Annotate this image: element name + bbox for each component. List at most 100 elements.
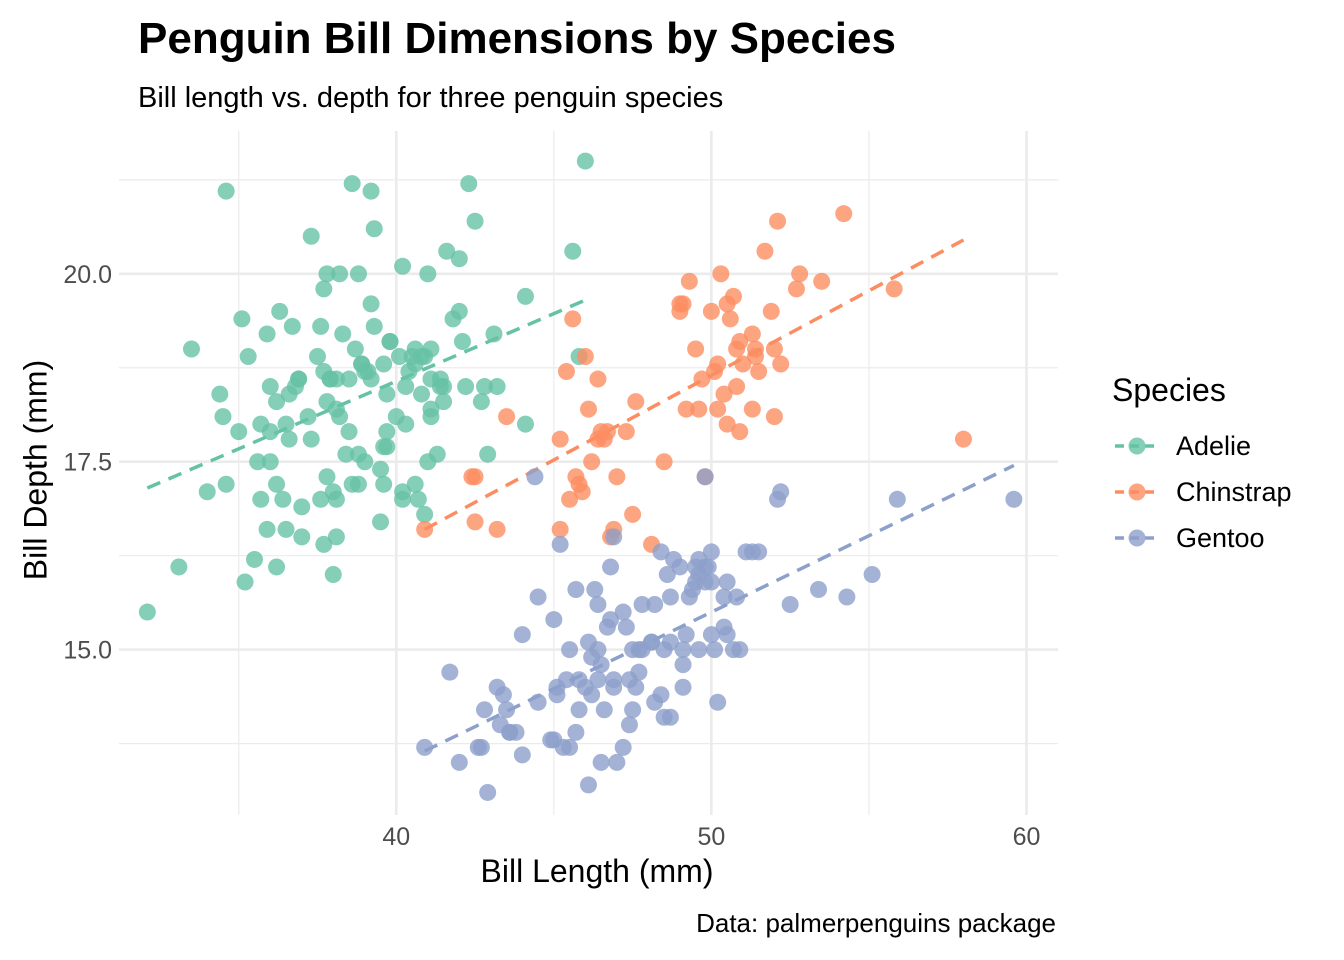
point-gentoo [529, 588, 547, 606]
point-adelie [450, 302, 468, 320]
point-gentoo [592, 753, 610, 771]
point-adelie [457, 378, 475, 396]
point-chinstrap [813, 272, 831, 290]
point-chinstrap [580, 400, 597, 418]
point-chinstrap [728, 340, 746, 358]
point-adelie [217, 182, 235, 200]
point-adelie [214, 408, 232, 426]
point-gentoo [614, 603, 632, 621]
x-tick-label: 60 [1013, 823, 1041, 851]
point-chinstrap [624, 505, 642, 523]
point-adelie [365, 317, 383, 335]
point-adelie [400, 363, 418, 381]
point-gentoo [620, 716, 638, 734]
point-adelie [293, 528, 311, 546]
point-chinstrap [715, 385, 733, 403]
point-gentoo [494, 686, 512, 704]
point-adelie [252, 490, 270, 508]
point-chinstrap [498, 408, 516, 426]
point-chinstrap [709, 355, 727, 373]
legend-items: Adelie Chinstrap Gentoo [1112, 423, 1292, 561]
point-gentoo [570, 701, 588, 719]
point-adelie [438, 242, 456, 260]
point-gentoo [888, 490, 906, 508]
y-tick-label: 17.5 [63, 449, 112, 477]
point-gentoo [674, 656, 692, 674]
legend-key-adelie [1115, 437, 1159, 455]
point-gentoo [617, 618, 635, 636]
point-chinstrap [791, 265, 809, 283]
point-chinstrap [772, 355, 790, 373]
point-gentoo [652, 543, 670, 561]
point-adelie [460, 175, 478, 193]
point-gentoo [863, 565, 881, 583]
point-adelie [309, 347, 327, 365]
point-adelie [280, 385, 298, 403]
legend-title: Species [1112, 372, 1226, 408]
point-chinstrap [690, 400, 708, 418]
point-chinstrap [747, 347, 765, 365]
point-adelie [375, 475, 393, 493]
point-adelie [327, 490, 345, 508]
legend-label: Gentoo [1176, 522, 1265, 553]
point-adelie [349, 265, 367, 283]
point-gentoo [551, 535, 569, 553]
point-adelie [315, 280, 333, 298]
point-adelie [245, 550, 263, 568]
point-adelie [327, 528, 345, 546]
point-chinstrap [721, 310, 739, 328]
trend-lines [146, 238, 1015, 753]
chart-subtitle: Bill length vs. depth for three penguin … [138, 82, 724, 114]
point-adelie [236, 573, 254, 591]
point-adelie [409, 490, 427, 508]
point-chinstrap [551, 520, 569, 538]
point-adelie [258, 520, 276, 538]
point-adelie [453, 332, 471, 350]
point-gentoo [731, 641, 749, 659]
point-gentoo [671, 558, 689, 576]
point-chinstrap [885, 280, 903, 298]
point-adelie [564, 242, 582, 260]
point-gentoo [580, 776, 597, 794]
point-adelie [343, 175, 361, 193]
axis-ticks: 40 50 60 15.0 17.5 20.0 [63, 261, 1040, 851]
legend-item-gentoo: Gentoo [1112, 515, 1292, 561]
point-adelie [362, 295, 380, 313]
point-chinstrap [416, 520, 434, 538]
x-axis-label: Bill Length (mm) [480, 853, 714, 889]
point-gentoo [696, 468, 714, 486]
point-gentoo [513, 746, 531, 764]
point-gentoo [589, 671, 607, 689]
point-adelie [428, 445, 446, 463]
point-gentoo [661, 633, 679, 651]
point-chinstrap [608, 468, 626, 486]
point-adelie [516, 415, 534, 433]
point-gentoo [810, 581, 828, 599]
point-chinstrap [954, 430, 972, 448]
legend: Species Adelie Chinstrap Gentoo [1112, 372, 1292, 561]
point-gentoo [702, 626, 720, 644]
point-adelie [466, 212, 484, 230]
point-chinstrap [731, 423, 749, 441]
point-chinstrap [765, 340, 783, 358]
point-gentoo [772, 483, 790, 501]
point-gentoo [576, 678, 594, 696]
point-gentoo [567, 581, 585, 599]
point-chinstrap [466, 468, 484, 486]
point-chinstrap [835, 205, 853, 223]
point-adelie [343, 475, 361, 493]
point-chinstrap [617, 423, 635, 441]
point-adelie [419, 265, 437, 283]
point-adelie [337, 445, 355, 463]
point-chinstrap [557, 363, 575, 381]
point-gentoo [592, 656, 610, 674]
point-adelie [394, 257, 412, 275]
point-gentoo [472, 738, 490, 756]
point-chinstrap [598, 423, 616, 441]
y-axis-label: Bill Depth (mm) [17, 359, 54, 581]
point-adelie [321, 370, 339, 388]
point-chinstrap [564, 310, 582, 328]
point-adelie [211, 385, 229, 403]
point-chinstrap [671, 295, 689, 313]
